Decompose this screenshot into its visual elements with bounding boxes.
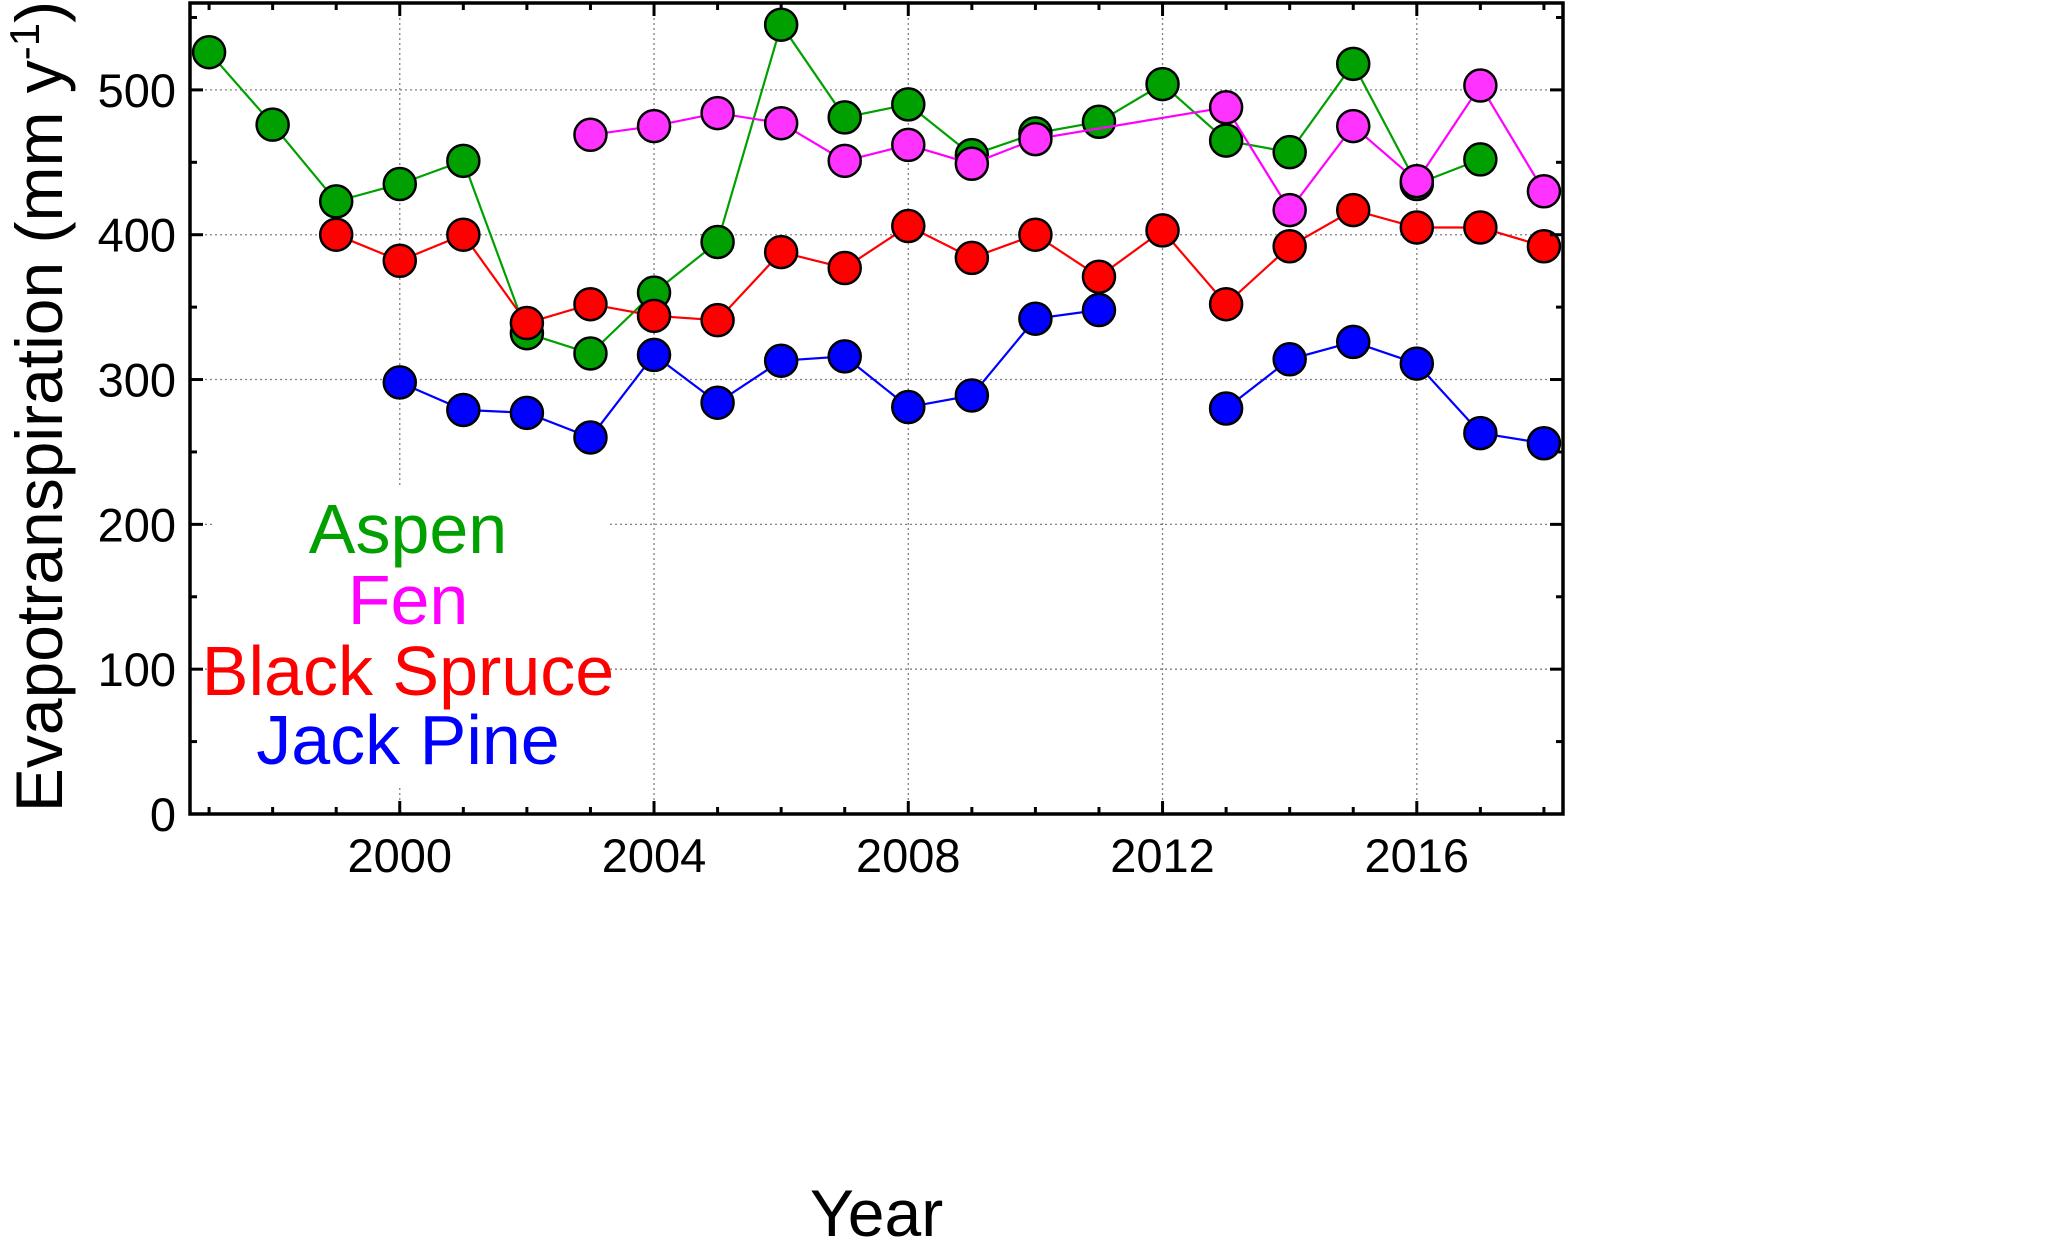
legend-label: Jack Pine (256, 701, 559, 779)
y-tick-label: 500 (98, 64, 176, 117)
data-point-fen (636, 108, 672, 144)
data-point-black-spruce (1081, 259, 1117, 294)
data-point-jack-pine (382, 365, 418, 400)
data-point-jack-pine (763, 343, 799, 378)
data-point-fen (1399, 163, 1435, 199)
legend-label: Fen (348, 561, 469, 639)
x-tick-label: 2016 (1365, 829, 1470, 882)
data-point-jack-pine (1018, 301, 1053, 336)
data-point-black-spruce (954, 240, 990, 276)
data-point-jack-pine (1463, 415, 1498, 451)
tick-labels: 2000 2004 2008 2012 2016 0 100 200 300 400 500 (98, 64, 1470, 882)
plot-frame (188, 1, 1565, 816)
data-point-aspen (318, 184, 354, 219)
data-point-jack-pine (1081, 292, 1117, 328)
data-point-fen (700, 95, 735, 131)
data-point-fen (1018, 121, 1053, 157)
data-point-fen (827, 143, 862, 179)
data-point-black-spruce (763, 234, 799, 270)
data-point-aspen (891, 87, 926, 122)
x-tick-label: 2012 (1110, 829, 1215, 882)
series-fen (573, 68, 1562, 228)
data-point-aspen (1081, 104, 1117, 140)
data-point-jack-pine (700, 385, 735, 420)
data-point-black-spruce (827, 250, 862, 286)
x-tick-label: 2004 (602, 829, 707, 882)
data-point-aspen (382, 166, 418, 202)
data-point-aspen (827, 100, 862, 135)
data-point-black-spruce (1399, 210, 1435, 245)
data-point-fen (763, 105, 799, 141)
series-jack-pine (382, 292, 1562, 461)
data-point-aspen (1208, 123, 1244, 158)
y-tick-label: 200 (98, 498, 176, 551)
data-point-jack-pine (509, 395, 545, 431)
data-point-jack-pine (891, 389, 926, 425)
data-point-black-spruce (1526, 229, 1562, 264)
y-axis-title: Evapotranspiration (mm y-1) (1, 1, 77, 812)
data-point-jack-pine (1526, 426, 1562, 461)
y-tick-label: 300 (98, 354, 176, 407)
data-point-aspen (1145, 66, 1180, 102)
data-point-black-spruce (700, 302, 735, 338)
data-point-fen (1272, 192, 1307, 228)
data-point-black-spruce (446, 217, 481, 252)
data-point-black-spruce (382, 243, 418, 279)
y-axis-title-close: ) (2, 1, 76, 23)
data-point-black-spruce (1018, 217, 1053, 252)
data-point-aspen (700, 224, 735, 260)
y-axis-title-superscript: -1 (1, 23, 48, 60)
data-point-aspen (255, 107, 290, 142)
data-point-fen (573, 117, 608, 153)
data-point-aspen (446, 143, 481, 179)
data-point-fen (891, 127, 926, 163)
data-point-jack-pine (1272, 342, 1307, 377)
legend-label: Black Spruce (202, 632, 614, 710)
x-axis-title: Year (810, 1176, 943, 1241)
x-tick-label: 2000 (347, 829, 452, 882)
data-point-black-spruce (636, 298, 672, 334)
data-point-aspen (763, 7, 799, 42)
data-point-black-spruce (1208, 286, 1244, 322)
y-tick-label: 0 (150, 788, 176, 841)
data-point-jack-pine (1399, 346, 1435, 381)
data-point-aspen (1463, 142, 1498, 177)
data-point-black-spruce (318, 217, 354, 252)
data-point-aspen (573, 336, 608, 371)
data-point-fen (1463, 68, 1498, 103)
data-point-jack-pine (446, 392, 481, 428)
y-axis-title-main: Evapotranspiration (mm y (2, 60, 76, 812)
data-point-black-spruce (1463, 210, 1498, 245)
data-point-fen (1208, 90, 1244, 125)
legend-background (212, 488, 607, 788)
axis-ticks (190, 3, 1563, 816)
data-point-aspen (1272, 134, 1307, 170)
data-point-aspen (191, 34, 227, 70)
data-point-jack-pine (954, 378, 990, 413)
data-point-black-spruce (891, 208, 926, 244)
x-tick-label: 2008 (856, 829, 961, 882)
data-point-jack-pine (1208, 391, 1244, 426)
data-point-black-spruce (509, 305, 545, 341)
plot-series (191, 7, 1562, 461)
data-point-jack-pine (827, 339, 862, 374)
data-point-jack-pine (636, 337, 672, 373)
series-aspen (191, 7, 1498, 371)
y-tick-label: 400 (98, 209, 176, 262)
series-black-spruce (318, 192, 1562, 341)
legend-label: Aspen (309, 490, 507, 568)
data-point-jack-pine (573, 420, 608, 455)
data-point-fen (1335, 108, 1371, 144)
data-point-black-spruce (1272, 229, 1307, 264)
y-tick-label: 100 (98, 643, 176, 696)
data-point-aspen (1335, 46, 1371, 82)
data-point-black-spruce (1335, 192, 1371, 228)
data-point-black-spruce (1145, 213, 1180, 248)
data-point-fen (1526, 174, 1562, 209)
data-point-fen (954, 146, 990, 182)
data-point-jack-pine (1335, 324, 1371, 360)
data-point-black-spruce (573, 286, 608, 322)
